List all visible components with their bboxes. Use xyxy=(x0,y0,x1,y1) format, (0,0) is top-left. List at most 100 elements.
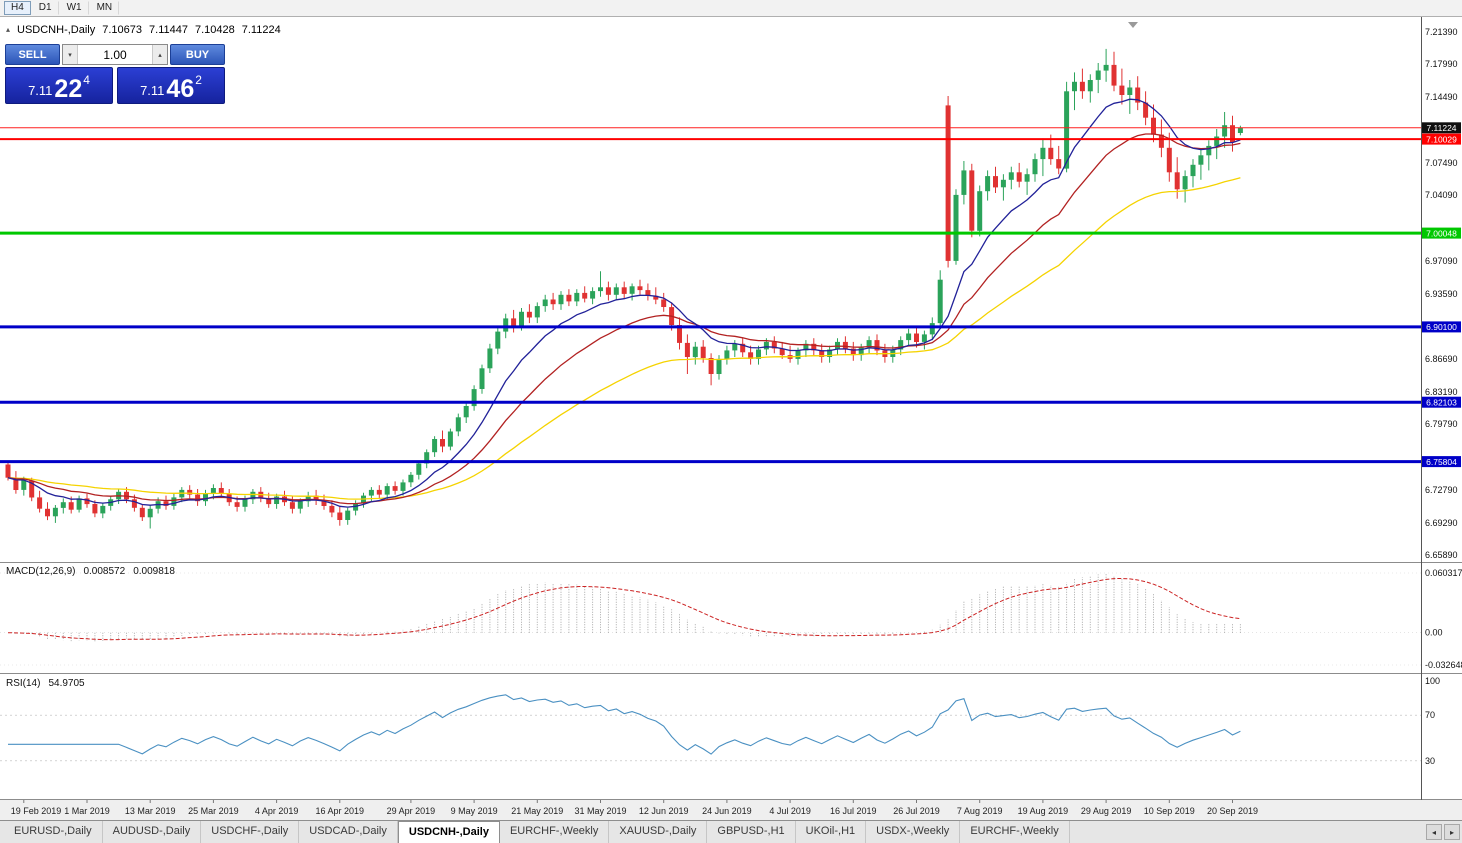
rsi-value: 54.9705 xyxy=(48,678,85,689)
price-badge xyxy=(1422,133,1461,145)
ma-mid-line xyxy=(7,133,1241,505)
price-tick-label: 6.86690 xyxy=(1425,354,1458,364)
timeframe-toolbar: H4 D1 W1 MN xyxy=(0,0,1462,17)
rsi-tick-label: 30 xyxy=(1425,756,1435,766)
tab-scroll-left-button[interactable]: ◂ xyxy=(1426,824,1442,840)
chart-tab[interactable]: XAUUSD-,Daily xyxy=(609,821,708,843)
chart-shift-marker-icon[interactable] xyxy=(1128,22,1138,28)
price-badge xyxy=(1422,396,1461,408)
date-tick-label: 20 Sep 2019 xyxy=(1207,806,1258,816)
timeframe-buttons: H4 D1 W1 MN xyxy=(4,1,120,15)
price-tick-label: 6.72790 xyxy=(1425,485,1458,495)
price-tick-label: 7.21390 xyxy=(1425,27,1458,37)
price-tick-label: 7.17990 xyxy=(1425,59,1458,69)
macd-tick-label: 0.060317 xyxy=(1425,568,1462,578)
chart-tab[interactable]: GBPUSD-,H1 xyxy=(707,821,796,843)
macd-value-main: 0.008572 xyxy=(83,566,126,577)
price-badge-label: 6.75804 xyxy=(1426,457,1457,467)
chart-tab[interactable]: USDCHF-,Daily xyxy=(201,821,300,843)
timeframe-button-w1[interactable]: W1 xyxy=(60,1,89,15)
date-tick-label: 10 Sep 2019 xyxy=(1144,806,1195,816)
price-badge-label: 7.00048 xyxy=(1426,228,1457,238)
date-tick-label: 19 Feb 2019 xyxy=(11,806,62,816)
price-badge-label: 7.10029 xyxy=(1426,134,1457,144)
date-tick-label: 25 Mar 2019 xyxy=(188,806,239,816)
price-tick-label: 7.04090 xyxy=(1425,190,1458,200)
price-badge-label: 7.11224 xyxy=(1426,123,1456,133)
chart-tab[interactable]: EURUSD-,Daily xyxy=(4,821,103,843)
chart-tab[interactable]: USDCAD-,Daily xyxy=(299,821,398,843)
price-tick-label: 6.79790 xyxy=(1425,419,1458,429)
date-tick-label: 16 Jul 2019 xyxy=(830,806,877,816)
chart-tab[interactable]: EURCHF-,Weekly xyxy=(960,821,1070,843)
ma-fast-line xyxy=(7,98,1241,508)
date-tick-label: 16 Apr 2019 xyxy=(316,806,365,816)
ohlc-close: 7.11224 xyxy=(241,24,281,36)
candles-layer xyxy=(5,48,1243,529)
rsi-indicator-label: RSI(14) 54.9705 xyxy=(6,678,85,689)
timeframe-button-h4[interactable]: H4 xyxy=(4,1,31,15)
timeframe-button-d1[interactable]: D1 xyxy=(32,1,59,15)
bid-price-big: 22 xyxy=(54,75,83,103)
date-tick-label: 4 Apr 2019 xyxy=(255,806,299,816)
price-badge-label: 6.90100 xyxy=(1426,322,1457,332)
tab-scroll-right-button[interactable]: ▸ xyxy=(1444,824,1460,840)
rsi-tick-label: 70 xyxy=(1425,710,1435,720)
chart-title: ▴ USDCNH-,Daily 7.10673 7.11447 7.10428 … xyxy=(6,24,281,36)
date-tick-label: 26 Jul 2019 xyxy=(893,806,940,816)
ohlc-low: 7.10428 xyxy=(194,24,235,36)
chart-tab[interactable]: USDCNH-,Daily xyxy=(397,821,500,843)
chart-tab[interactable]: AUDUSD-,Daily xyxy=(103,821,202,843)
volume-increase-button[interactable]: ▴ xyxy=(152,45,167,64)
price-tick-label: 6.97090 xyxy=(1425,256,1458,266)
macd-name: MACD(12,26,9) xyxy=(6,566,76,577)
buy-button[interactable]: BUY xyxy=(170,44,225,65)
price-badge xyxy=(1422,122,1461,134)
ask-price-display[interactable]: 7.11 46 2 xyxy=(117,67,225,104)
date-tick-label: 4 Jul 2019 xyxy=(769,806,811,816)
volume-field: ▾ ▴ xyxy=(62,44,168,65)
ohlc-high: 7.11447 xyxy=(149,24,188,36)
timeframe-button-mn[interactable]: MN xyxy=(90,1,120,15)
bid-price-prefix: 7.11 xyxy=(28,83,53,98)
sell-button[interactable]: SELL xyxy=(5,44,60,65)
date-tick-label: 12 Jun 2019 xyxy=(639,806,689,816)
chart-tab[interactable]: USDX-,Weekly xyxy=(866,821,961,843)
date-tick-label: 21 May 2019 xyxy=(511,806,563,816)
chart-tabbar: EURUSD-,Daily AUDUSD-,Daily USDCHF-,Daily U… xyxy=(0,820,1462,843)
date-axis-strip xyxy=(0,800,1462,820)
rsi-name: RSI(14) xyxy=(6,678,41,689)
price-tick-label: 7.14490 xyxy=(1425,92,1458,102)
one-click-toggle-icon[interactable]: ▴ xyxy=(6,25,11,34)
macd-histogram xyxy=(15,573,1241,642)
price-tick-label: 6.83190 xyxy=(1425,387,1458,397)
macd-value-signal: 0.009818 xyxy=(133,566,175,577)
ma-slow-line xyxy=(7,177,1241,500)
chart-area: 7.10029 7.00048 6.90100 6.82103 6.75804 7.112… xyxy=(0,17,1462,820)
rsi-line xyxy=(8,694,1241,755)
volume-input[interactable] xyxy=(78,45,152,64)
date-tick-label: 19 Aug 2019 xyxy=(1018,806,1069,816)
price-tick-label: 6.65890 xyxy=(1425,550,1458,560)
chart-tab[interactable]: EURCHF-,Weekly xyxy=(500,821,610,843)
price-chart-canvas[interactable]: 7.100297.000486.901006.821036.758047.112… xyxy=(0,17,1462,820)
ask-price-sup: 2 xyxy=(195,73,202,87)
macd-signal-line xyxy=(7,577,1241,641)
macd-tick-label: -0.032648 xyxy=(1425,660,1462,670)
price-tick-label: 6.69290 xyxy=(1425,518,1458,528)
date-tick-label: 1 Mar 2019 xyxy=(64,806,110,816)
chart-tab[interactable]: UKOil-,H1 xyxy=(796,821,867,843)
date-tick-label: 9 May 2019 xyxy=(451,806,498,816)
volume-decrease-button[interactable]: ▾ xyxy=(63,45,78,64)
date-tick-label: 31 May 2019 xyxy=(574,806,626,816)
bid-price-display[interactable]: 7.11 22 4 xyxy=(5,67,113,104)
ask-price-prefix: 7.11 xyxy=(140,83,165,98)
price-badge-label: 6.82103 xyxy=(1426,397,1457,407)
bid-price-sup: 4 xyxy=(83,73,90,87)
price-tick-label: 6.93590 xyxy=(1425,289,1458,299)
chart-symbol-label: USDCNH-,Daily xyxy=(17,24,96,36)
macd-indicator-label: MACD(12,26,9) 0.008572 0.009818 xyxy=(6,566,175,577)
date-tick-label: 29 Aug 2019 xyxy=(1081,806,1132,816)
